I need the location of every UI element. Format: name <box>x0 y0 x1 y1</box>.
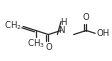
Text: O: O <box>82 13 88 22</box>
Text: N: N <box>57 26 64 35</box>
Text: O: O <box>45 43 51 52</box>
Text: CH$_2$: CH$_2$ <box>4 20 22 32</box>
Text: H: H <box>60 18 66 27</box>
Text: OH: OH <box>95 29 109 38</box>
Text: CH$_3$: CH$_3$ <box>27 38 44 50</box>
